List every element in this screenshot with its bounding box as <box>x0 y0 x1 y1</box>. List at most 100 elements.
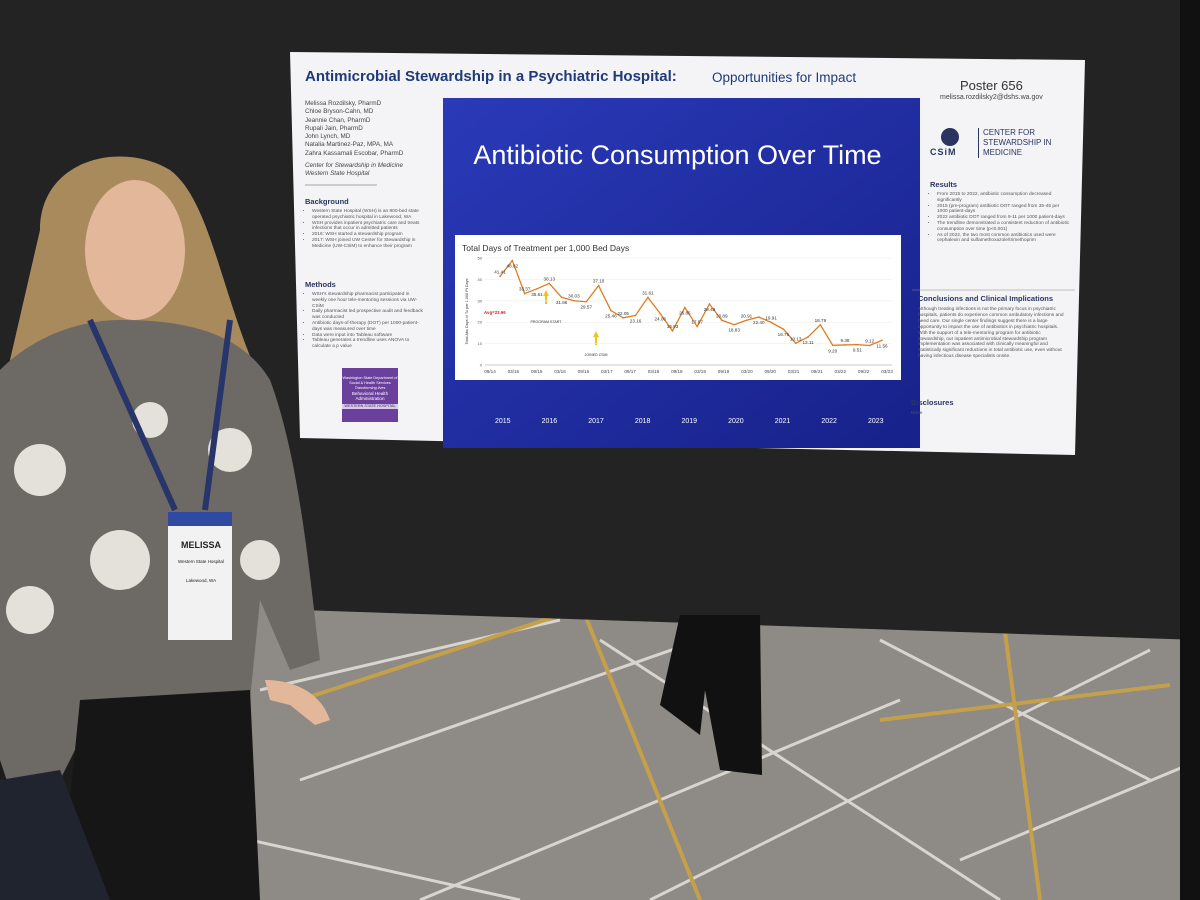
year-label: 2020 <box>728 418 744 425</box>
bullet: 2016: WSH started a stewardship program <box>312 232 423 238</box>
data-label: 9.12 <box>865 338 874 343</box>
annotation: JOINED CSiM <box>585 353 608 357</box>
badge-organization: Western State Hospital <box>178 559 224 564</box>
bullet: 2017: WSH joined UW Center for Stewardsh… <box>312 238 423 250</box>
x-tick-label: 09/21 <box>811 369 823 374</box>
author-list: Melissa Rozdilsky, PharmD Chloe Bryson-Ca… <box>305 100 403 158</box>
bullet: As of 2022, the two most common antibiot… <box>937 233 1070 245</box>
data-point <box>536 287 538 290</box>
paragraph: None <box>911 411 923 416</box>
affiliations: Center for Stewardship in Medicine Wester… <box>305 162 403 178</box>
x-tick-label: 09/14 <box>484 369 496 374</box>
data-point <box>560 296 563 299</box>
face <box>85 180 185 320</box>
section-heading: Methods <box>305 280 336 289</box>
bullet: Tableau generates a trendline uses ANOVA… <box>312 338 423 350</box>
email: melissa.rozdilsky2@dshs.wa.gov <box>940 94 1043 101</box>
y-axis-label: Total Abx Days of Tx per 1,000 Pt Days <box>465 278 469 344</box>
data-point <box>745 319 748 322</box>
poster-title: Antimicrobial Stewardship in a Psychiatr… <box>305 68 677 85</box>
x-tick-label: 03/23 <box>881 369 893 374</box>
data-label: 31.66 <box>556 300 568 305</box>
author: Zahra Kassamali Escobar, PharmD <box>305 149 404 157</box>
csim-name: CENTER FOR STEWARDSHIP IN MEDICINE <box>978 128 1073 158</box>
bullet: Daily pharmacist led prospective audit a… <box>312 309 423 321</box>
badge-header <box>168 512 232 526</box>
chart-box <box>455 235 901 380</box>
y-tick-label: 10 <box>478 341 483 346</box>
paragraph: Although treating infections is not the … <box>918 307 1064 360</box>
data-label: 48.82 <box>507 264 519 269</box>
data-point <box>733 323 735 326</box>
blouse-flowers <box>6 402 280 634</box>
data-point <box>696 325 698 328</box>
x-tick-label: 09/19 <box>718 369 730 374</box>
x-tick-label: 09/20 <box>764 369 776 374</box>
data-point <box>659 312 661 315</box>
data-label: 30.03 <box>568 294 580 299</box>
bullet: 2022 antibiotic DOT ranged from 9-11 per… <box>937 215 1070 221</box>
csim-icon <box>941 128 959 146</box>
logo-hospital: WESTERN STATE HOSPITAL <box>342 404 398 409</box>
affiliation: Western State Hospital <box>305 170 370 177</box>
y-tick-label: 20 <box>478 320 483 325</box>
board-edge <box>1180 0 1200 900</box>
agency-logo: Washington State Department of Social & … <box>342 368 398 422</box>
year-label: 2023 <box>868 418 884 425</box>
year-label: 2021 <box>774 418 791 425</box>
year-label: 2016 <box>541 418 558 425</box>
badge <box>168 512 232 640</box>
data-point <box>585 300 588 303</box>
data-point <box>573 299 575 302</box>
pants <box>60 690 260 900</box>
x-tick-label: 03/19 <box>694 369 706 374</box>
section-heading: Disclosures <box>911 398 954 407</box>
bullet: Antibiotic days-of-therapy (DOT) per 100… <box>312 321 423 333</box>
bullet: Western State Hospital (WSH) is an 800-b… <box>312 209 423 221</box>
hand <box>265 680 330 725</box>
data-point <box>622 317 625 319</box>
x-tick-label: 03/16 <box>554 369 566 374</box>
data-point <box>610 309 612 312</box>
data-label: 9.38 <box>841 338 850 343</box>
bullet: WSH provides inpatient psychiatric care … <box>312 221 423 233</box>
methods-section: Methods WSH's stewardship pharmacist par… <box>305 280 423 350</box>
data-point <box>671 330 674 332</box>
data-label: 41.41 <box>494 269 506 274</box>
logo-tagline: Transforming lives <box>354 386 386 390</box>
data-label: 10.13 <box>790 336 802 341</box>
data-point <box>548 282 551 285</box>
conclusions-section: Conclusions and Clinical Implications Al… <box>918 294 1068 360</box>
chart-title: Total Days of Treatment per 1,000 Bed Da… <box>462 243 629 253</box>
data-label: 19.91 <box>765 315 777 320</box>
data-point <box>757 316 760 318</box>
line-series <box>499 259 883 347</box>
data-label: 22.05 <box>617 311 629 316</box>
section-heading: Background <box>305 197 349 206</box>
y-tick-label: 30 <box>478 298 483 303</box>
floor-gold-lines <box>299 613 1171 900</box>
poster-subtitle: Opportunities for Impact <box>712 70 857 85</box>
data-label: 20.91 <box>741 313 753 318</box>
x-tick-label: 03/15 <box>508 369 520 374</box>
data-label: 18.83 <box>728 328 740 333</box>
bag <box>0 770 110 900</box>
y-tick-label: 50 <box>478 256 483 261</box>
year-label: 2019 <box>681 418 698 425</box>
x-tick-label: 03/20 <box>741 369 753 374</box>
data-label: 29.57 <box>581 305 593 310</box>
data-label: 9.20 <box>828 348 837 353</box>
data-label: 17.97 <box>691 320 703 325</box>
data-point <box>831 344 834 347</box>
data-point <box>647 296 649 299</box>
badge-name: MELISSA <box>181 540 222 550</box>
section-heading: Conclusions and Clinical Implications <box>918 294 1054 303</box>
bullet-list: Western State Hospital (WSH) is an 800-b… <box>305 209 423 250</box>
x-tick-label: 09/16 <box>578 369 590 374</box>
data-label: 15.93 <box>667 324 679 329</box>
data-label: 23.16 <box>630 318 642 323</box>
disclosures-section: Disclosures None <box>911 398 1061 417</box>
data-label: 33.37 <box>519 287 531 292</box>
